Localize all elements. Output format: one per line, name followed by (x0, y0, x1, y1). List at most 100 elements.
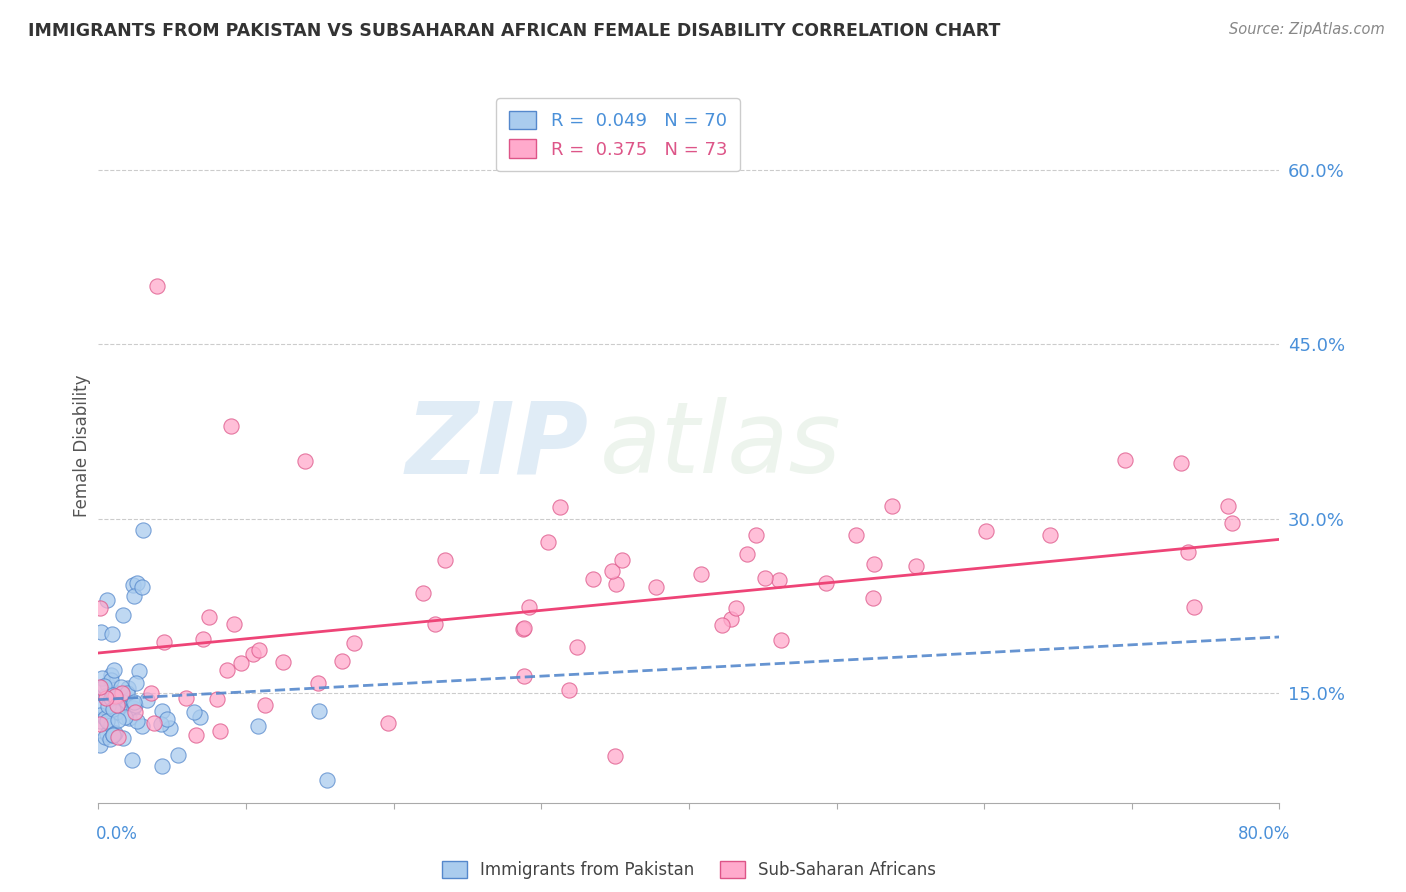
Point (1218, 499, 1240, 513)
Point (316, 772, 339, 787)
Point (610, 553, 633, 567)
Point (188, 710, 211, 724)
Point (146, 279, 169, 293)
Point (143, 716, 166, 731)
Point (100, 718, 122, 732)
Point (93, 711, 115, 725)
Point (104, 706, 127, 720)
Point (862, 591, 884, 606)
Point (174, 691, 197, 706)
Point (153, 635, 176, 649)
Point (294, 453, 316, 467)
Point (103, 727, 125, 741)
Point (1177, 545, 1199, 559)
Point (271, 656, 294, 670)
Point (105, 698, 128, 712)
Point (242, 647, 264, 661)
Point (513, 621, 536, 635)
Point (111, 686, 134, 700)
Point (108, 700, 131, 714)
Point (90, 698, 112, 713)
Point (114, 710, 136, 724)
Point (745, 527, 768, 541)
Point (725, 601, 748, 615)
Point (205, 692, 228, 706)
Point (89, 680, 111, 694)
Point (94, 689, 117, 703)
Point (111, 608, 134, 623)
Point (100, 673, 122, 687)
Point (122, 578, 145, 592)
Point (845, 528, 868, 542)
Point (1170, 456, 1192, 470)
Point (905, 559, 928, 574)
Point (976, 524, 998, 539)
Point (105, 690, 128, 704)
Point (150, 704, 173, 718)
Point (96, 677, 118, 691)
Point (128, 665, 150, 679)
Point (183, 705, 205, 719)
Point (117, 681, 139, 696)
Point (121, 701, 143, 715)
Point (156, 712, 179, 726)
Point (167, 748, 190, 763)
Point (720, 612, 742, 626)
Point (124, 705, 146, 719)
Point (121, 753, 143, 767)
Point (125, 675, 148, 690)
Point (377, 716, 399, 731)
Point (1039, 528, 1062, 542)
Point (247, 643, 270, 657)
Point (100, 691, 122, 706)
Point (184, 727, 207, 741)
Point (412, 586, 434, 600)
Point (89, 708, 111, 723)
Point (97, 698, 120, 713)
Point (307, 676, 329, 690)
Point (222, 617, 245, 632)
Point (91, 671, 114, 685)
Point (89, 601, 111, 615)
Point (96, 592, 118, 607)
Point (159, 721, 181, 735)
Point (115, 686, 138, 700)
Point (150, 759, 173, 773)
Point (209, 723, 232, 738)
Point (215, 663, 238, 677)
Point (135, 693, 157, 707)
Point (1220, 516, 1243, 530)
Point (558, 683, 581, 698)
Point (139, 685, 162, 699)
Point (107, 696, 129, 710)
Point (1114, 453, 1136, 467)
Point (90, 625, 112, 640)
Point (104, 690, 127, 705)
Point (754, 571, 776, 585)
Point (768, 574, 790, 588)
Point (254, 698, 277, 712)
Point (122, 589, 145, 603)
Point (117, 711, 139, 725)
Text: ZIP: ZIP (405, 398, 589, 494)
Point (100, 668, 122, 682)
Text: 0.0%: 0.0% (96, 825, 138, 843)
Point (107, 730, 129, 744)
Point (512, 622, 534, 636)
Point (343, 635, 366, 649)
Point (101, 701, 124, 715)
Point (131, 580, 153, 594)
Point (89, 717, 111, 731)
Point (197, 609, 219, 624)
Point (111, 731, 134, 745)
Point (880, 499, 903, 513)
Point (105, 705, 128, 719)
Point (513, 669, 536, 683)
Point (246, 718, 269, 732)
Point (89, 738, 111, 752)
Point (605, 749, 627, 764)
Point (219, 418, 242, 433)
Legend: Immigrants from Pakistan, Sub-Saharan Africans: Immigrants from Pakistan, Sub-Saharan Af… (433, 853, 945, 888)
Point (770, 633, 793, 648)
Point (131, 719, 153, 733)
